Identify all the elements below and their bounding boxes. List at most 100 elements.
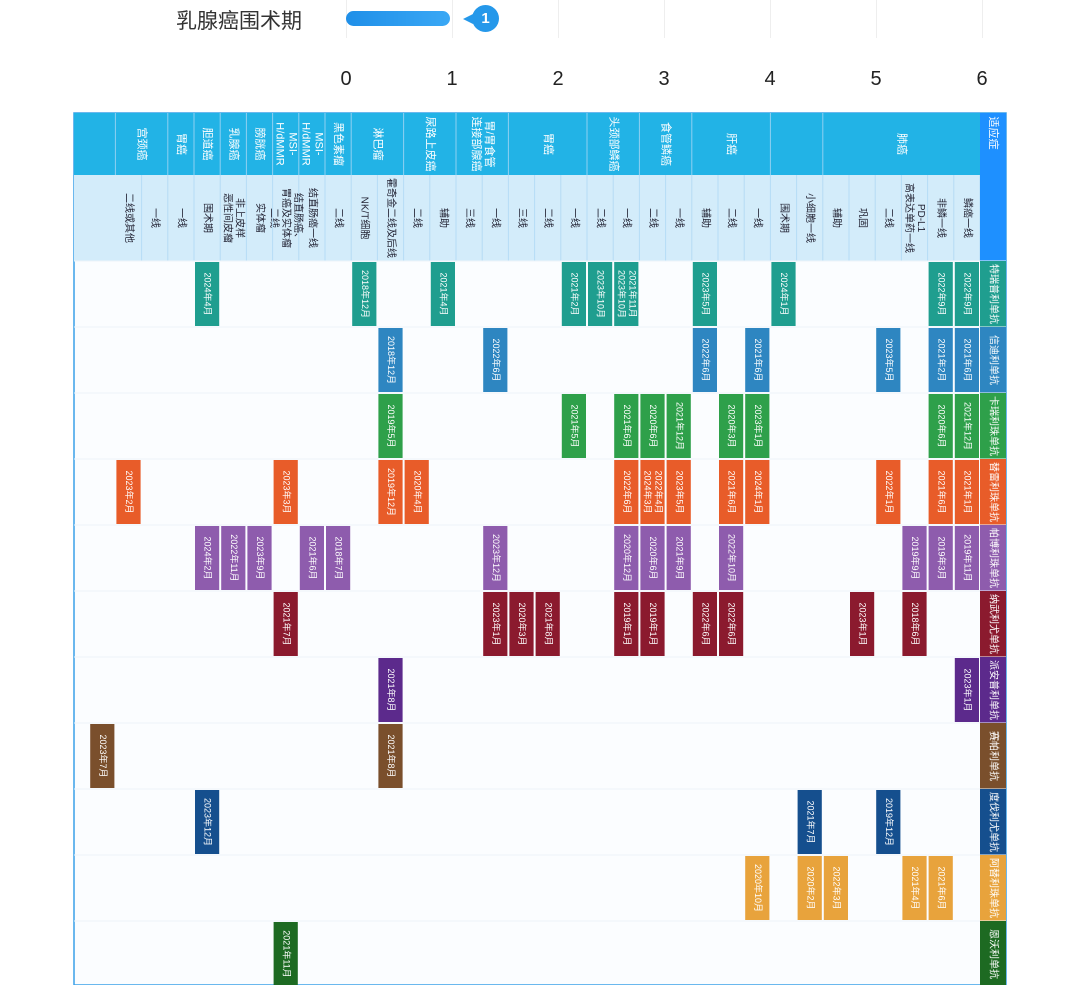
svg-text:2019年1月: 2019年1月	[648, 602, 659, 645]
svg-text:宫颈癌: 宫颈癌	[136, 128, 150, 161]
approval-cell	[195, 262, 220, 326]
line-of-therapy-label: 围术期	[778, 203, 790, 233]
approval-cell	[614, 460, 639, 524]
approval-cell	[221, 526, 246, 590]
approval-date-label: 2019年12月	[884, 798, 895, 846]
svg-text:H/dMMR: H/dMMR	[273, 122, 285, 165]
drug-name-cell	[980, 327, 1006, 393]
svg-text:辅助: 辅助	[830, 208, 843, 228]
x-tick-label: 1	[446, 68, 458, 90]
svg-text:2021年7月: 2021年7月	[281, 602, 292, 645]
svg-text:一线: 一线	[568, 208, 581, 228]
approval-date-label: 2021年6月	[963, 338, 974, 381]
approval-date-label: 2020年3月	[727, 404, 738, 447]
approval-cell	[797, 790, 822, 854]
approval-date-label: 2021年4月	[910, 866, 921, 909]
approval-cell	[823, 856, 848, 920]
svg-text:2022年9月: 2022年9月	[963, 272, 974, 315]
line-of-therapy-label: 三线	[516, 208, 529, 228]
cancer-type-label: 胃癌	[542, 133, 556, 155]
approval-cell	[954, 526, 979, 590]
svg-text:二线: 二线	[647, 208, 660, 228]
approval-date-label: 2023年5月	[701, 272, 712, 315]
svg-text:围术期: 围术期	[201, 203, 213, 233]
drug-name-cell	[980, 261, 1006, 327]
svg-text:2023年1月: 2023年1月	[858, 602, 869, 645]
svg-text:2023年10月: 2023年10月	[596, 270, 607, 318]
drug-name-cell	[980, 591, 1006, 657]
approval-date-label: 2022年6月	[701, 338, 712, 381]
svg-text:2019年9月: 2019年9月	[910, 536, 921, 579]
approval-date-label: 2019年12月	[386, 468, 397, 516]
svg-text:霍奇金二线及后线: 霍奇金二线及后线	[385, 178, 398, 258]
line-header-band	[74, 175, 1006, 261]
rank-badge: 1	[463, 5, 499, 32]
line-of-therapy-label: 一线	[673, 208, 686, 228]
approval-date-label: 2019年3月	[936, 536, 947, 579]
cancer-type-label: MSI-H/dMMR	[299, 122, 324, 165]
svg-text:信迪利单抗: 信迪利单抗	[987, 335, 1000, 385]
line-of-therapy-label: NK/T细胞	[359, 197, 372, 240]
approval-cell	[195, 526, 220, 590]
line-of-therapy-label: 非鳞一线	[935, 198, 948, 238]
approval-date-label: 2018年6月	[910, 602, 921, 645]
approval-date-label: 2020年6月	[936, 404, 947, 447]
approval-cell	[850, 592, 875, 656]
line-of-therapy-label: 一线	[752, 208, 765, 228]
svg-text:2023年1月: 2023年1月	[963, 668, 974, 711]
approval-cell	[90, 724, 115, 788]
svg-text:胃癌: 胃癌	[175, 133, 189, 155]
approval-date-label: 2021年11月	[281, 930, 292, 977]
approval-date-label: 2021年6月	[308, 536, 319, 579]
cancer-type-label: 肝癌	[725, 133, 739, 155]
svg-text:2018年12月: 2018年12月	[386, 336, 397, 384]
gridline	[770, 0, 771, 38]
approval-cell	[614, 592, 639, 656]
approval-date-label: 2022年6月	[491, 338, 502, 381]
svg-text:三线: 三线	[463, 208, 476, 228]
approval-cell	[273, 460, 298, 524]
svg-text:2022年3月: 2022年3月	[832, 866, 843, 909]
svg-text:赛帕利单抗: 赛帕利单抗	[987, 731, 1000, 781]
svg-text:连接部腺癌: 连接部腺癌	[470, 117, 484, 172]
svg-text:小细胞一线: 小细胞一线	[804, 193, 817, 243]
line-of-therapy-label: 一线	[621, 208, 634, 228]
line-of-therapy-label: 一线	[490, 208, 503, 228]
approval-cell	[876, 460, 901, 524]
approval-date-label: 2023年12月	[491, 534, 502, 582]
approval-cell	[430, 262, 455, 326]
approval-date-label: 2020年6月	[648, 404, 659, 447]
svg-text:恶性间皮瘤: 恶性间皮瘤	[222, 193, 235, 243]
approval-cell	[928, 460, 953, 524]
svg-text:2021年2月: 2021年2月	[570, 272, 581, 315]
svg-text:2023年1月: 2023年1月	[491, 602, 502, 645]
svg-text:2021年6月: 2021年6月	[963, 338, 974, 381]
svg-text:2020年3月: 2020年3月	[727, 404, 738, 447]
approval-cell	[561, 394, 586, 458]
x-tick-label: 2	[552, 68, 564, 90]
approval-date-label: 2021年2月	[570, 272, 581, 315]
approval-cell	[483, 592, 508, 656]
approval-date-label: 2021年7月	[281, 602, 292, 645]
approval-cell	[378, 328, 403, 392]
approval-date-label: 2022年9月	[936, 272, 947, 315]
svg-text:2023年1月: 2023年1月	[753, 404, 764, 447]
svg-text:度伐利尤单抗: 度伐利尤单抗	[987, 792, 1000, 852]
drug-name-cell	[980, 459, 1006, 525]
svg-text:一线: 一线	[175, 208, 188, 228]
svg-text:2021年5月: 2021年5月	[570, 404, 581, 447]
approval-cell	[535, 592, 560, 656]
approval-cell	[483, 526, 508, 590]
x-tick-label: 6	[976, 68, 988, 90]
svg-text:三线: 三线	[516, 208, 529, 228]
approval-date-label: 2024年4月	[203, 272, 214, 315]
approval-date-label: 2023年2月	[124, 470, 135, 513]
svg-text:2019年11月: 2019年11月	[963, 534, 974, 581]
svg-text:2021年8月: 2021年8月	[386, 668, 397, 711]
approval-cell	[378, 724, 403, 788]
approval-date-label: 2021年1月	[963, 470, 974, 513]
cancer-type-label: 膀胱癌	[254, 128, 268, 161]
svg-text:一线: 一线	[621, 208, 634, 228]
